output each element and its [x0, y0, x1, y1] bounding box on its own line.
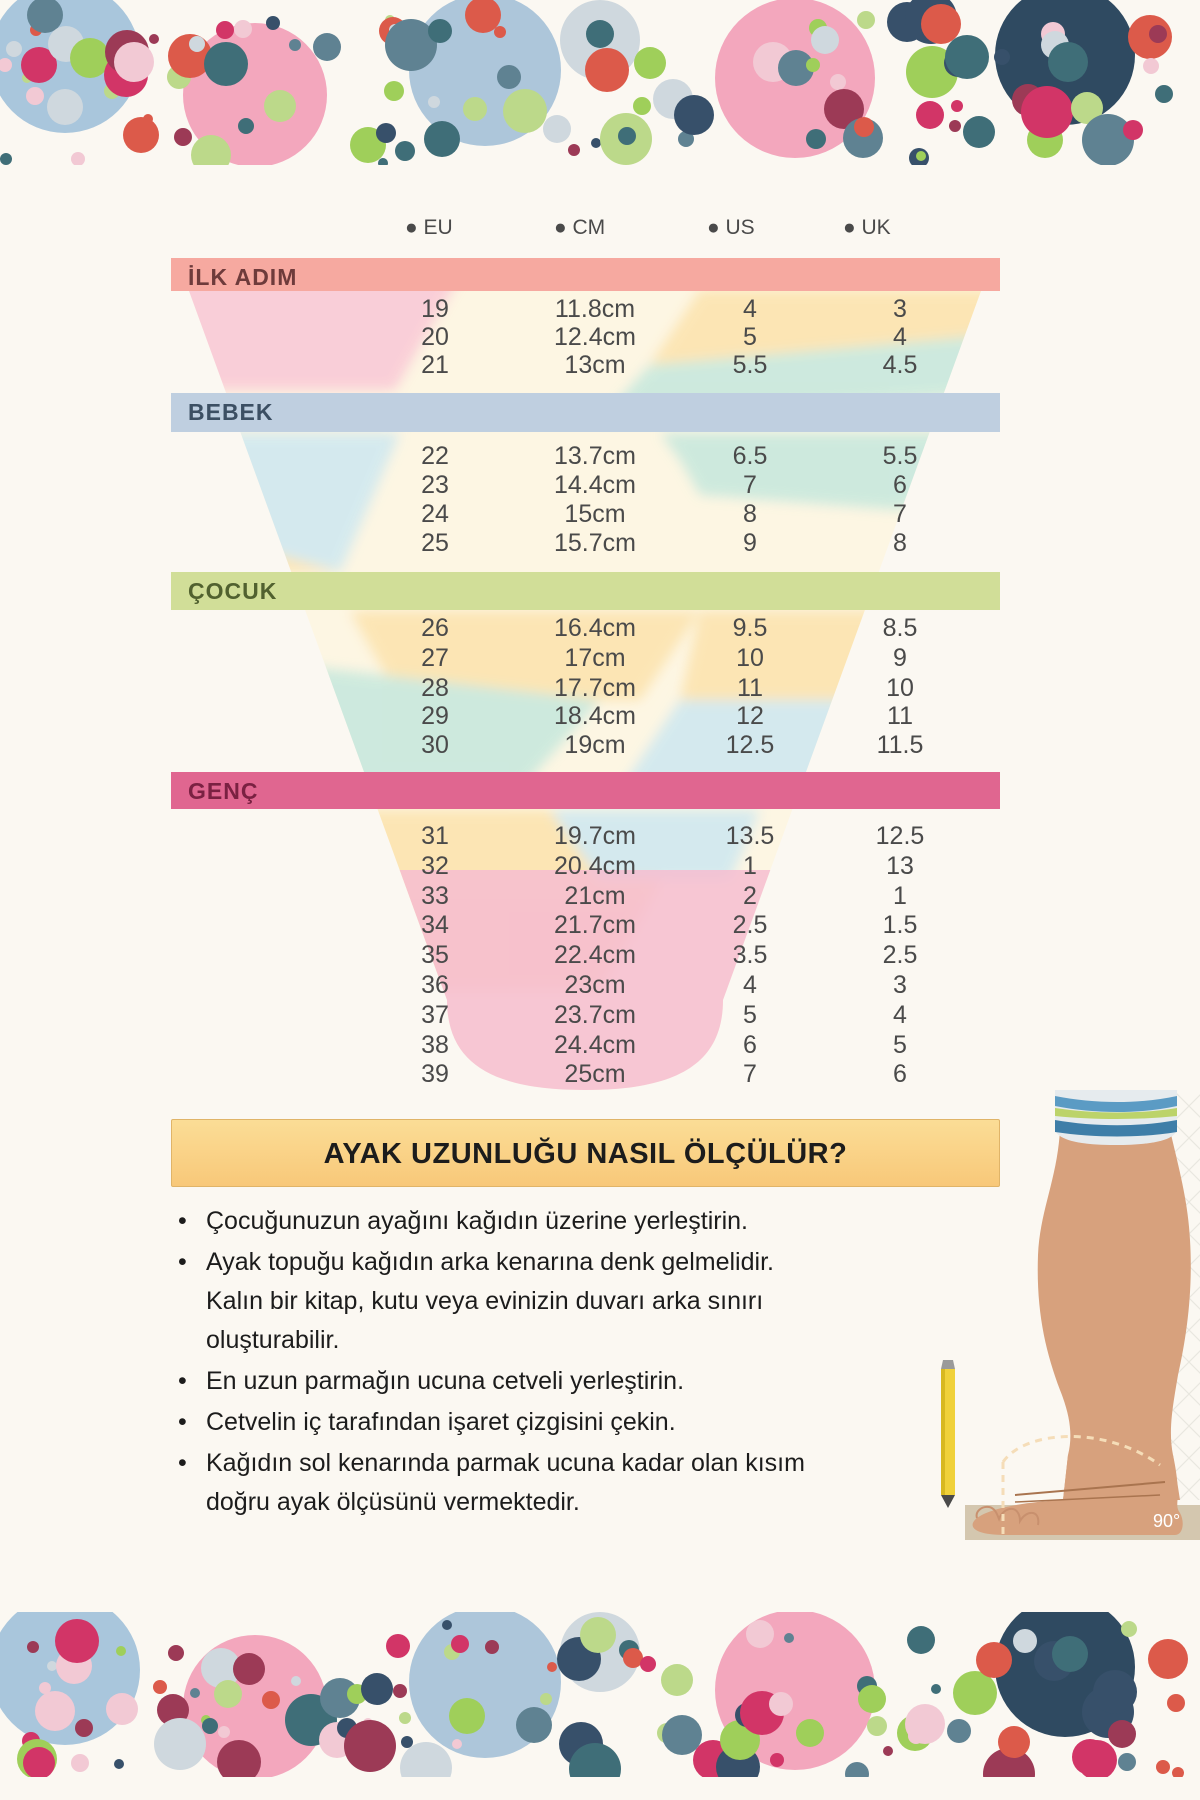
svg-text:90°: 90°	[1153, 1511, 1180, 1531]
